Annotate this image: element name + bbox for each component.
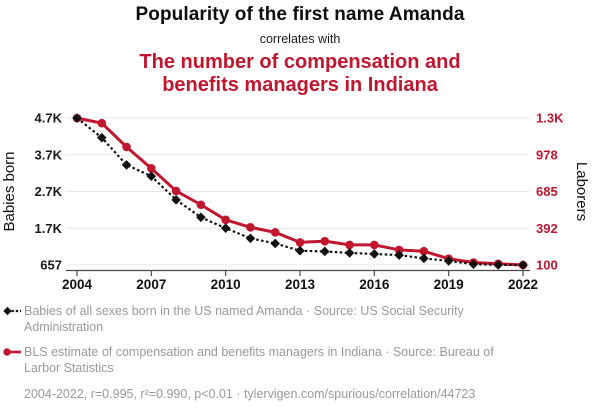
series-point-0: [344, 248, 355, 258]
left-axis-tick-label: 3.7K: [35, 147, 63, 162]
series-point-1: [122, 142, 131, 152]
series-point-1: [147, 164, 156, 173]
right-axis-tick-label: 978: [536, 147, 558, 162]
series-point-1: [196, 200, 206, 210]
x-axis-tick-label: 2007: [136, 277, 166, 292]
left-axis-title: Babies born: [1, 151, 18, 231]
series-point-0: [419, 253, 429, 264]
series-point-1: [370, 240, 379, 250]
series-point-1: [171, 186, 181, 196]
series-point-1: [295, 238, 305, 247]
series-point-0: [171, 195, 181, 205]
series-point-0: [196, 212, 206, 223]
right-axis-tick-label: 1.3K: [536, 111, 564, 126]
right-axis-tick-label: 100: [536, 258, 558, 273]
series-point-1: [97, 118, 107, 128]
correlation-line-chart: 2004 2007 2010 2013 2016 2019 2022 4.7K 3.7K 2.7K…: [1, 111, 590, 293]
series-point-1: [221, 215, 230, 225]
series-point-0: [72, 113, 82, 123]
x-axis-tick-label: 2019: [434, 277, 464, 292]
left-axis-tick-label: 1.7K: [35, 221, 63, 236]
series-point-0: [443, 256, 454, 266]
black-diamond-dashed-marker-icon: [3, 306, 21, 316]
left-axis-tick-label: 4.7K: [35, 111, 63, 126]
chart-header: Popularity of the first name Amanda corr…: [0, 3, 600, 97]
series-point-0: [295, 245, 305, 256]
series-point-1: [394, 245, 404, 255]
series-point-0: [146, 171, 157, 181]
x-axis-tick-label: 2010: [211, 277, 241, 292]
series-point-0: [394, 250, 404, 260]
series-point-0: [220, 223, 231, 233]
series-point-0: [493, 260, 504, 270]
series-point-0: [319, 246, 330, 257]
correlates-with-text: correlates with: [259, 32, 341, 46]
page-title: Popularity of the first name Amanda: [135, 4, 465, 25]
series-point-0: [270, 238, 281, 249]
right-axis-tick-label: 392: [536, 221, 558, 236]
chart-legend: Babies of all sexes born in the US named…: [3, 303, 597, 402]
series-point-1: [419, 246, 429, 256]
series-point-0: [518, 260, 528, 270]
series-point-1: [270, 228, 280, 237]
legend-item-bls-label: BLS estimate of compensation and benefit…: [24, 345, 494, 375]
right-axis-tick-label: 685: [536, 184, 558, 199]
series-point-0: [468, 259, 479, 269]
secondary-title: The number of compensation and benefits …: [139, 51, 461, 96]
series-point-1: [345, 240, 354, 250]
red-circle-solid-marker-icon: [3, 348, 21, 356]
series-point-0: [369, 249, 380, 259]
legend-item-amanda-label: Babies of all sexes born in the US named…: [24, 304, 464, 334]
legend-item-amanda: Babies of all sexes born in the US named…: [3, 303, 597, 335]
left-axis-tick-label: 657: [40, 258, 62, 273]
series-point-0: [96, 132, 107, 143]
x-axis-tick-label: 2016: [359, 277, 390, 292]
x-axis-tick-label: 2004: [62, 277, 93, 292]
right-axis-title: Laborers: [573, 162, 590, 221]
series-point-1: [320, 236, 330, 246]
series-point-1: [246, 223, 255, 232]
left-axis-tick-label: 2.7K: [35, 184, 63, 199]
stats-footnote: 2004-2022, r=0.995, r²=0.990, p<0.01 · t…: [24, 387, 476, 401]
series-point-0: [245, 233, 256, 244]
x-axis-tick-label: 2013: [285, 277, 316, 292]
legend-item-bls: BLS estimate of compensation and benefit…: [3, 344, 597, 376]
x-axis-tick-label: 2022: [508, 277, 538, 292]
series-point-0: [121, 160, 132, 170]
